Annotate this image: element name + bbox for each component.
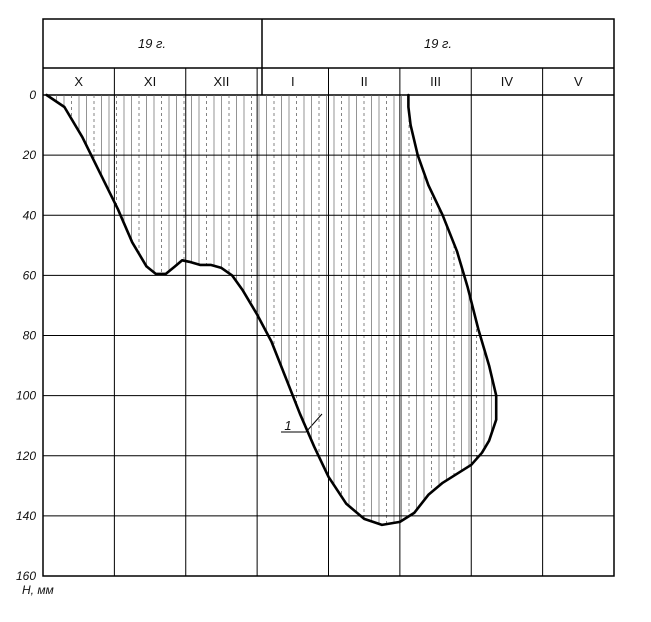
y-tick-label: 0 <box>29 88 36 102</box>
y-tick-label: 100 <box>16 389 36 403</box>
month-label: I <box>291 74 295 89</box>
year-label-right: 19 г. <box>424 36 452 51</box>
curve-label: 1 <box>284 418 291 433</box>
y-tick-label: 60 <box>23 268 37 282</box>
y-tick-label: 80 <box>23 329 37 343</box>
y-tick-label: 120 <box>16 449 36 463</box>
month-label: X <box>74 74 83 89</box>
month-label: III <box>430 74 441 89</box>
year-label-left: 19 г. <box>138 36 166 51</box>
y-tick-label: 160 <box>16 569 36 583</box>
curve-label-leader <box>305 413 323 433</box>
month-label: IV <box>501 74 514 89</box>
y-tick-label: 20 <box>22 148 37 162</box>
month-label: XII <box>213 74 229 89</box>
month-label: V <box>574 74 583 89</box>
month-label: XI <box>144 74 156 89</box>
y-tick-label: 40 <box>23 208 37 222</box>
series-line-1 <box>45 93 498 527</box>
y-axis-unit-label: H, мм <box>22 583 54 597</box>
month-label: II <box>361 74 368 89</box>
y-tick-label: 140 <box>16 509 36 523</box>
